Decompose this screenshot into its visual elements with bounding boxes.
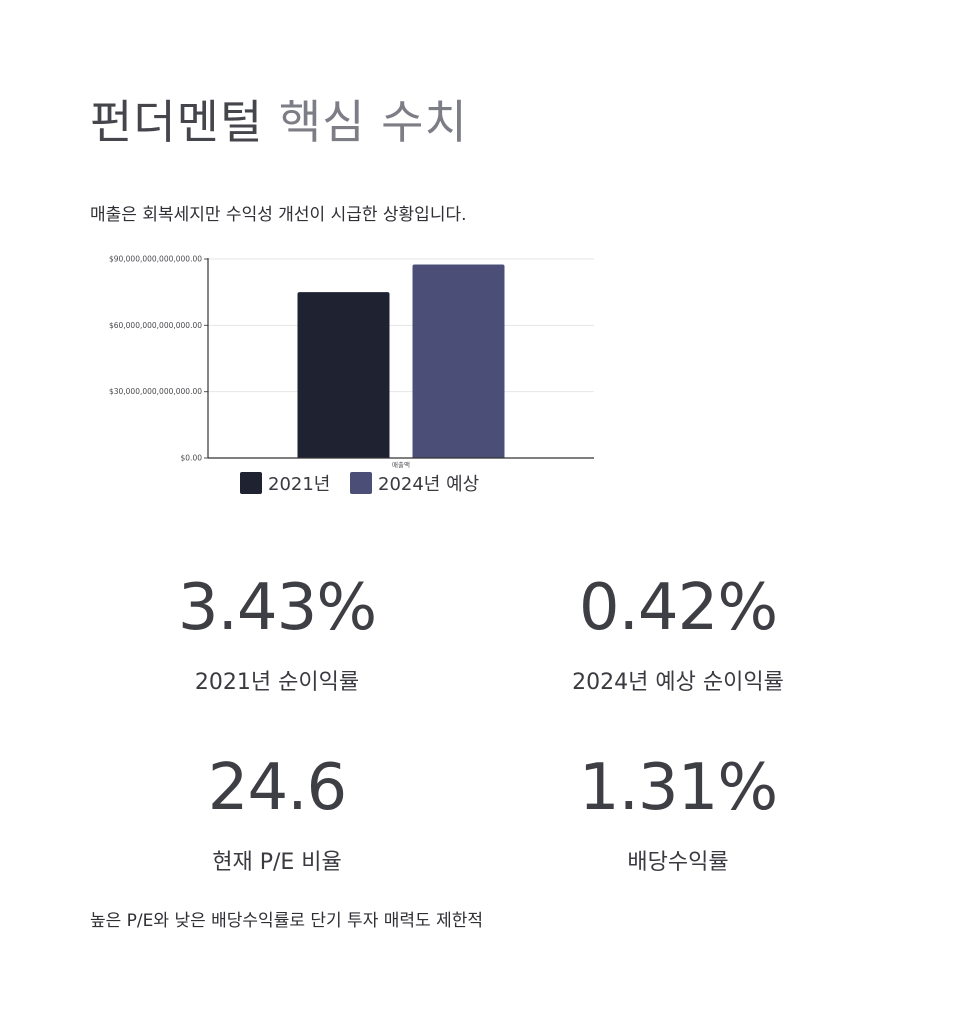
y-tick-label: $90,000,000,000,000.00 bbox=[109, 255, 202, 264]
metric-2024-net-margin: 0.42% 2024년 예상 순이익률 bbox=[498, 576, 858, 696]
metric-2021-net-margin: 3.43% 2021년 순이익률 bbox=[97, 576, 457, 696]
metric-label: 현재 P/E 비율 bbox=[212, 850, 342, 875]
x-category-label: 매출액 bbox=[392, 460, 410, 469]
metric-value: 24.6 bbox=[207, 751, 348, 825]
legend-swatch bbox=[240, 472, 262, 494]
legend-label: 2021년 bbox=[268, 474, 330, 495]
title-main: 펀더멘털 bbox=[90, 95, 264, 149]
footnote: 높은 P/E와 낮은 배당수익률로 단기 투자 매력도 제한적 bbox=[90, 911, 483, 931]
metric-dividend-yield: 1.31% 배당수익률 bbox=[498, 756, 858, 876]
legend-label: 2024년 예상 bbox=[378, 474, 479, 495]
page-title: 펀더멘털 핵심 수치 bbox=[90, 86, 468, 152]
title-accent: 핵심 수치 bbox=[278, 95, 468, 149]
y-tick-label: $0.00 bbox=[181, 454, 203, 463]
metric-label: 2021년 순이익률 bbox=[194, 670, 360, 695]
metric-value: 0.42% bbox=[578, 571, 778, 645]
metric-label: 배당수익률 bbox=[627, 850, 729, 875]
y-tick-label: $60,000,000,000,000.00 bbox=[109, 321, 202, 330]
bar-2021 bbox=[297, 292, 390, 458]
bar-2024-forecast bbox=[412, 264, 505, 458]
metric-value: 1.31% bbox=[578, 751, 778, 825]
metric-label: 2024년 예상 순이익률 bbox=[572, 670, 784, 695]
subtitle: 매출은 회복세지만 수익성 개선이 시급한 상황입니다. bbox=[90, 205, 467, 225]
legend-swatch bbox=[350, 472, 372, 494]
metric-value: 3.43% bbox=[177, 571, 377, 645]
metric-pe-ratio: 24.6 현재 P/E 비율 bbox=[97, 756, 457, 876]
y-tick-label: $30,000,000,000,000.00 bbox=[109, 387, 202, 396]
